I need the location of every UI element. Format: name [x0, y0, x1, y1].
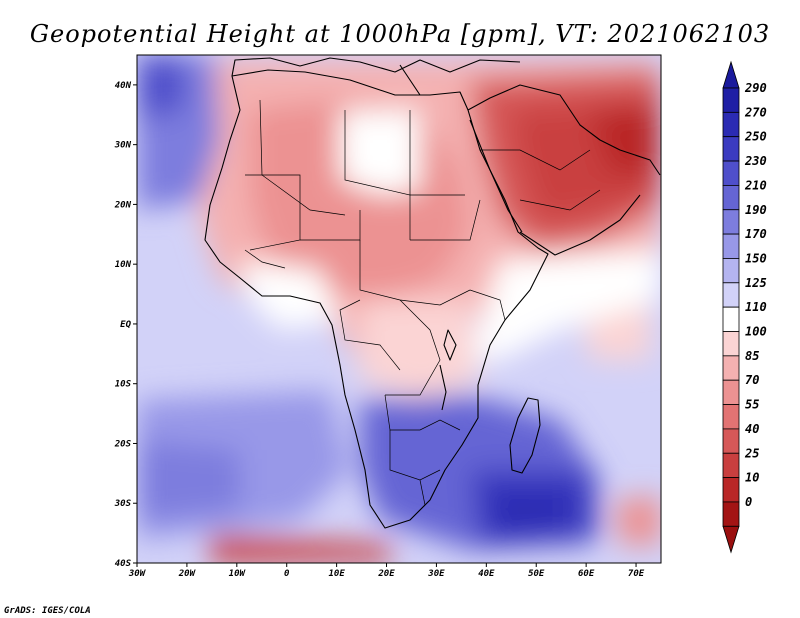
field-band-southeast-pink [615, 495, 661, 545]
colorbar-level-label: 0 [745, 495, 752, 509]
colorbar-level-label: 25 [744, 446, 759, 460]
red-sea-coastline [469, 119, 523, 233]
y-tick-label: 10N [115, 260, 132, 270]
colorbar-level-label: 125 [745, 276, 767, 290]
colorbar-level-label: 230 [744, 154, 767, 168]
colorbar-swatch [722, 282, 740, 308]
x-tick-label: 30E [427, 569, 445, 579]
field-band-south-atlantic-core [137, 440, 240, 520]
colorbar-level-label: 85 [745, 349, 759, 363]
y-tick-label: 20N [114, 200, 132, 210]
colorbar-swatch [722, 258, 740, 284]
x-tick-label: 40E [478, 569, 495, 579]
field-band-north-atlantic-core [137, 55, 185, 120]
x-tick-label: 30W [128, 569, 147, 579]
colorbar-level-label: 10 [745, 471, 759, 485]
arabia-coastline [467, 84, 661, 256]
x-tick-label: 60E [578, 569, 595, 579]
colorbar-swatch [722, 160, 740, 186]
field-band-gulf-of-guinea [240, 260, 340, 330]
colorbar-level-label: 40 [745, 422, 759, 436]
colorbar-swatch [722, 428, 740, 454]
map-axes: 30W 20W 10W 0 10E 20E 30E 40E 50E 60E 70E 40N 30N 20N… [114, 81, 645, 579]
x-tick-label: 10E [328, 569, 345, 579]
field-band-southwest-low [210, 535, 390, 563]
colorbar-level-label: 170 [745, 227, 767, 241]
colorbar-level-label: 55 [745, 398, 759, 412]
x-tick-label: 0 [284, 569, 290, 579]
field-band-south-indian-core [490, 490, 570, 535]
x-tick-label: 20E [377, 569, 395, 579]
field-band-east-africa-white [470, 250, 660, 360]
colorbar-swatch [722, 209, 740, 235]
credit-label: GrADS: IGES/COLA [4, 606, 91, 616]
colorbar-level-label: 290 [744, 81, 767, 95]
x-tick-label: 50E [528, 569, 545, 579]
plot-area [137, 55, 661, 563]
colorbar-swatch [722, 306, 740, 332]
colorbar-level-label: 210 [744, 178, 767, 192]
colorbar-level-label: 190 [745, 203, 767, 217]
y-tick-label: 30N [114, 141, 132, 151]
y-tick-label: 20S [114, 439, 132, 449]
colorbar-swatch [722, 184, 740, 211]
colorbar-swatch [722, 477, 740, 503]
colorbar-level-label: 70 [745, 373, 759, 387]
country-borders [244, 99, 601, 521]
colorbar-bottom-arrow [722, 525, 740, 554]
y-tick-label: 40N [115, 81, 132, 91]
great-lakes [439, 329, 457, 411]
x-tick-label: 70E [628, 569, 645, 579]
plot-frame [136, 54, 662, 564]
colorbar-swatch [722, 87, 740, 113]
y-tick-label: 30S [114, 499, 132, 509]
colorbar-swatch [722, 501, 740, 527]
field-band-libya-white [340, 110, 420, 195]
colorbar-level-label: 250 [744, 130, 767, 144]
colorbar: 2902702502302101901701501251101008570554… [722, 60, 767, 554]
madagascar-coastline [509, 397, 541, 474]
y-tick-label: 10S [115, 380, 132, 390]
x-tick-label: 10W [229, 569, 247, 579]
colorbar-swatch [722, 331, 740, 357]
chart-title: Geopotential Height at 1000hPa [gpm], VT… [30, 20, 770, 48]
colorbar-swatch [722, 233, 740, 259]
colorbar-swatch [722, 111, 740, 138]
colorbar-swatch [722, 355, 740, 381]
colorbar-level-label: 150 [745, 251, 767, 265]
colorbar-swatch [722, 136, 740, 162]
colorbar-top-arrow [722, 60, 740, 89]
africa-coastline [204, 69, 549, 529]
europe-coastline [231, 57, 521, 96]
colorbar-swatch [722, 452, 740, 479]
height-field [137, 55, 661, 563]
x-tick-label: 20W [178, 569, 197, 579]
colorbar-swatch [722, 404, 740, 430]
y-tick-label: EQ [120, 320, 131, 330]
colorbar-level-label: 270 [744, 105, 767, 119]
colorbar-level-label: 110 [745, 300, 767, 314]
colorbar-level-label: 100 [745, 325, 767, 339]
colorbar-swatch [722, 379, 740, 405]
field-band-central-africa [360, 300, 480, 400]
y-tick-label: 40S [115, 559, 132, 569]
